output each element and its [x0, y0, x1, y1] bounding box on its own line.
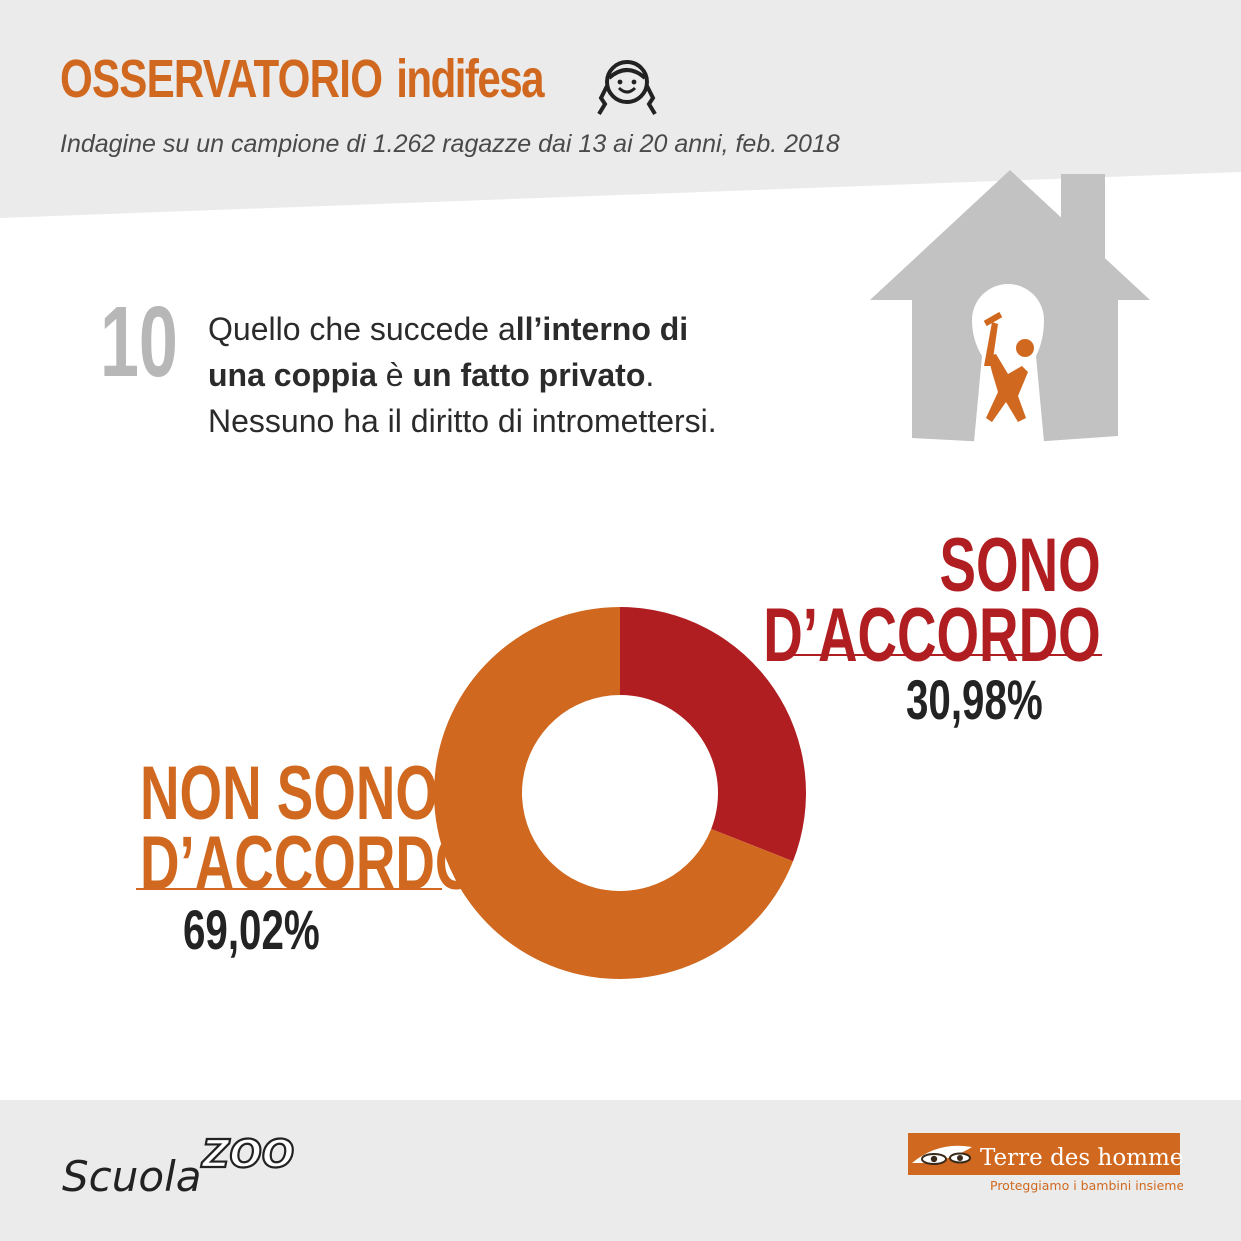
girl-face-icon	[597, 60, 657, 116]
page-title: OSSERVATORIO indifesa	[60, 49, 545, 109]
statement-line-3: Nessuno ha il diritto di intromettersi.	[208, 403, 717, 439]
label-agree-line-2: D’ACCORDO	[763, 593, 1101, 678]
question-statement: Quello che succede all’interno di una co…	[208, 306, 828, 444]
label-disagree-line-2: D’ACCORDO	[140, 821, 478, 906]
tdh-logo: Terre des hommes Proteggiamo i bambini i…	[908, 1133, 1183, 1193]
subtitle: Indagine su un campione di 1.262 ragazze…	[60, 130, 840, 158]
label-agree-rule	[782, 654, 1102, 656]
statement-text: è	[376, 357, 413, 393]
title-indifesa: indifesa	[396, 49, 544, 109]
tdh-eyes-icon	[912, 1145, 972, 1165]
scuolazoo-text-2: ZOO	[201, 1132, 294, 1176]
statement-bold: ll’interno di	[515, 311, 689, 347]
statement-line-2: una coppia è un fatto privato.	[208, 352, 828, 398]
scuolazoo-text-1: Scuola	[62, 1152, 201, 1201]
statement-text: Quello che succede a	[208, 311, 516, 347]
label-agree: SONO D’ACCORDO	[764, 528, 1101, 674]
scuolazoo-logo: Scuola ZOO	[62, 1131, 295, 1201]
label-disagree-line-1: NON SONO	[140, 751, 438, 836]
aggressor-figure-icon	[983, 311, 1034, 422]
label-disagree: NON SONO D’ACCORDO	[140, 756, 477, 902]
label-disagree-rule	[136, 888, 442, 890]
statement-line-1: Quello che succede all’interno di	[208, 306, 828, 352]
tdh-tagline: Proteggiamo i bambini insieme	[990, 1178, 1183, 1193]
statement-bold: una coppia	[208, 357, 377, 393]
title-osservatorio: OSSERVATORIO	[60, 49, 383, 109]
value-agree: 30,98%	[906, 668, 1043, 731]
statement-bold: un fatto privato	[412, 357, 646, 393]
house-keyhole-icon	[870, 170, 1150, 442]
tdh-name: Terre des hommes	[980, 1145, 1183, 1171]
question-number: 10	[100, 286, 178, 398]
value-disagree: 69,02%	[183, 898, 320, 961]
label-agree-line-1: SONO	[939, 523, 1101, 608]
statement-text: .	[645, 357, 655, 393]
